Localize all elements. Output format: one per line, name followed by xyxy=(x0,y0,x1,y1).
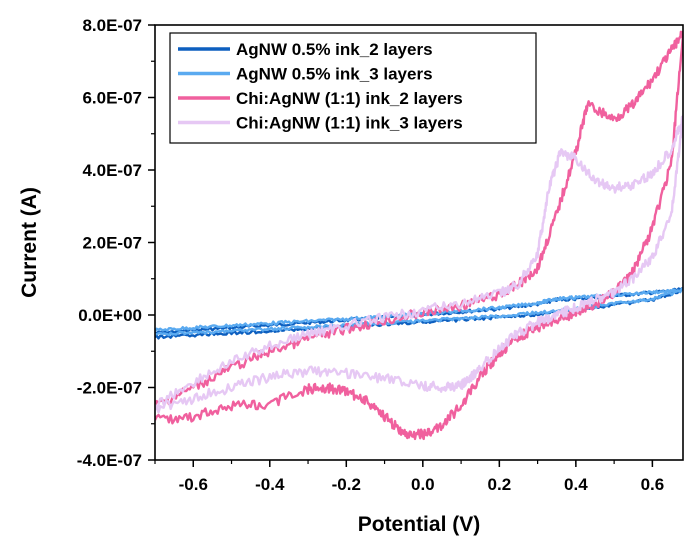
series-line-3 xyxy=(155,30,683,441)
y-tick-label: 0.0E+00 xyxy=(78,306,142,325)
x-tick-label: 0.6 xyxy=(641,475,665,494)
y-axis-title: Current (A) xyxy=(18,187,41,298)
y-tick-label: 4.0E-07 xyxy=(82,161,142,180)
y-tick-label: 8.0E-07 xyxy=(82,16,142,35)
legend-label-4: Chi:AgNW (1:1) ink_3 layers xyxy=(236,114,463,133)
x-axis-title: Potential (V) xyxy=(358,513,481,536)
y-tick-label: -2.0E-07 xyxy=(77,379,142,398)
legend: AgNW 0.5% ink_2 layers AgNW 0.5% ink_3 la… xyxy=(169,32,537,144)
x-tick-label: -0.4 xyxy=(255,475,285,494)
legend-box xyxy=(169,32,537,144)
x-tick-label: -0.2 xyxy=(332,475,361,494)
x-tick-label: 0.4 xyxy=(564,475,588,494)
y-tick-label: 6.0E-07 xyxy=(82,89,142,108)
ticks-layer: -0.6 -0.4 -0.2 0.0 0.2 0.4 0.6 -4.0E-07 -2.0E-07… xyxy=(77,16,664,494)
legend-label-2: AgNW 0.5% ink_3 layers xyxy=(236,65,433,84)
y-tick-label: -4.0E-07 xyxy=(77,451,142,470)
series-line-4 xyxy=(155,114,683,414)
legend-label-3: Chi:AgNW (1:1) ink_2 layers xyxy=(236,89,463,108)
legend-label-1: AgNW 0.5% ink_2 layers xyxy=(236,40,433,59)
series-layer xyxy=(155,30,683,441)
x-tick-label: 0.2 xyxy=(488,475,512,494)
y-tick-label: 2.0E-07 xyxy=(82,234,142,253)
x-tick-label: 0.0 xyxy=(411,475,435,494)
x-tick-label: -0.6 xyxy=(179,475,208,494)
